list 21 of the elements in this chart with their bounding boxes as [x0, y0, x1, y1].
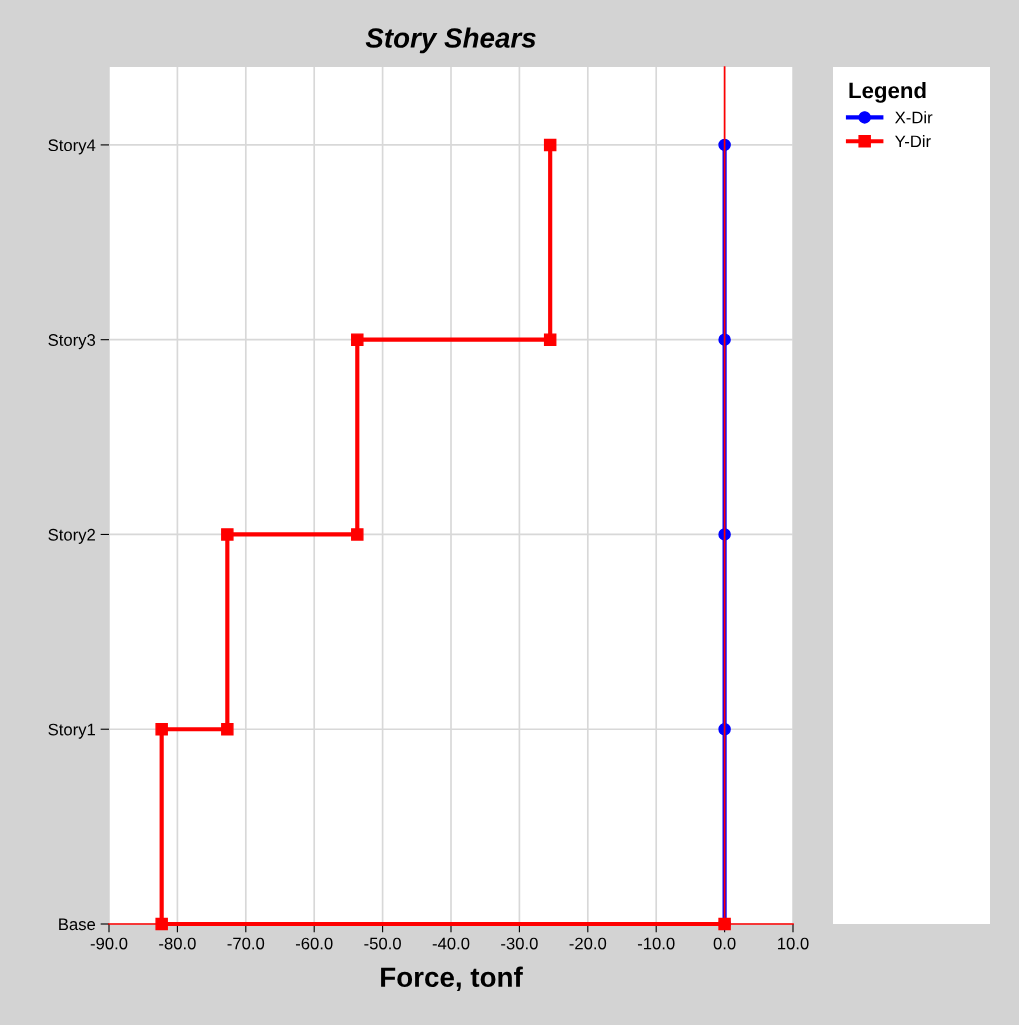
x-tick-label: -70.0 [227, 937, 265, 950]
legend-title: Legend [849, 82, 926, 103]
x-tick-label: -60.0 [295, 937, 333, 950]
x-tick-label: -50.0 [364, 937, 401, 950]
x-tick-label: -40.0 [432, 937, 470, 950]
x-tick-label: -90.0 [90, 937, 128, 950]
x-tick-label: -30.0 [501, 937, 538, 950]
y-tick-label: Story3 [48, 334, 96, 350]
x-tick-label: 10.0 [778, 937, 809, 950]
x-tick-label: -10.0 [637, 937, 675, 950]
legend-label: X-Dir [895, 111, 933, 124]
y-tick-label: Base [59, 918, 96, 931]
y-tick-label: Story1 [48, 723, 95, 739]
chart-title: Story Shears [365, 27, 536, 54]
y-tick-label: Story4 [48, 139, 96, 155]
x-tick-label: -20.0 [569, 937, 607, 950]
x-tick-label: -80.0 [159, 937, 196, 950]
y-tick-label: Story2 [48, 528, 95, 544]
x-tick-label: 0.0 [713, 937, 736, 950]
legend-label: Y-Dir [895, 135, 931, 148]
x-axis-title: Force, tonf [381, 966, 523, 992]
